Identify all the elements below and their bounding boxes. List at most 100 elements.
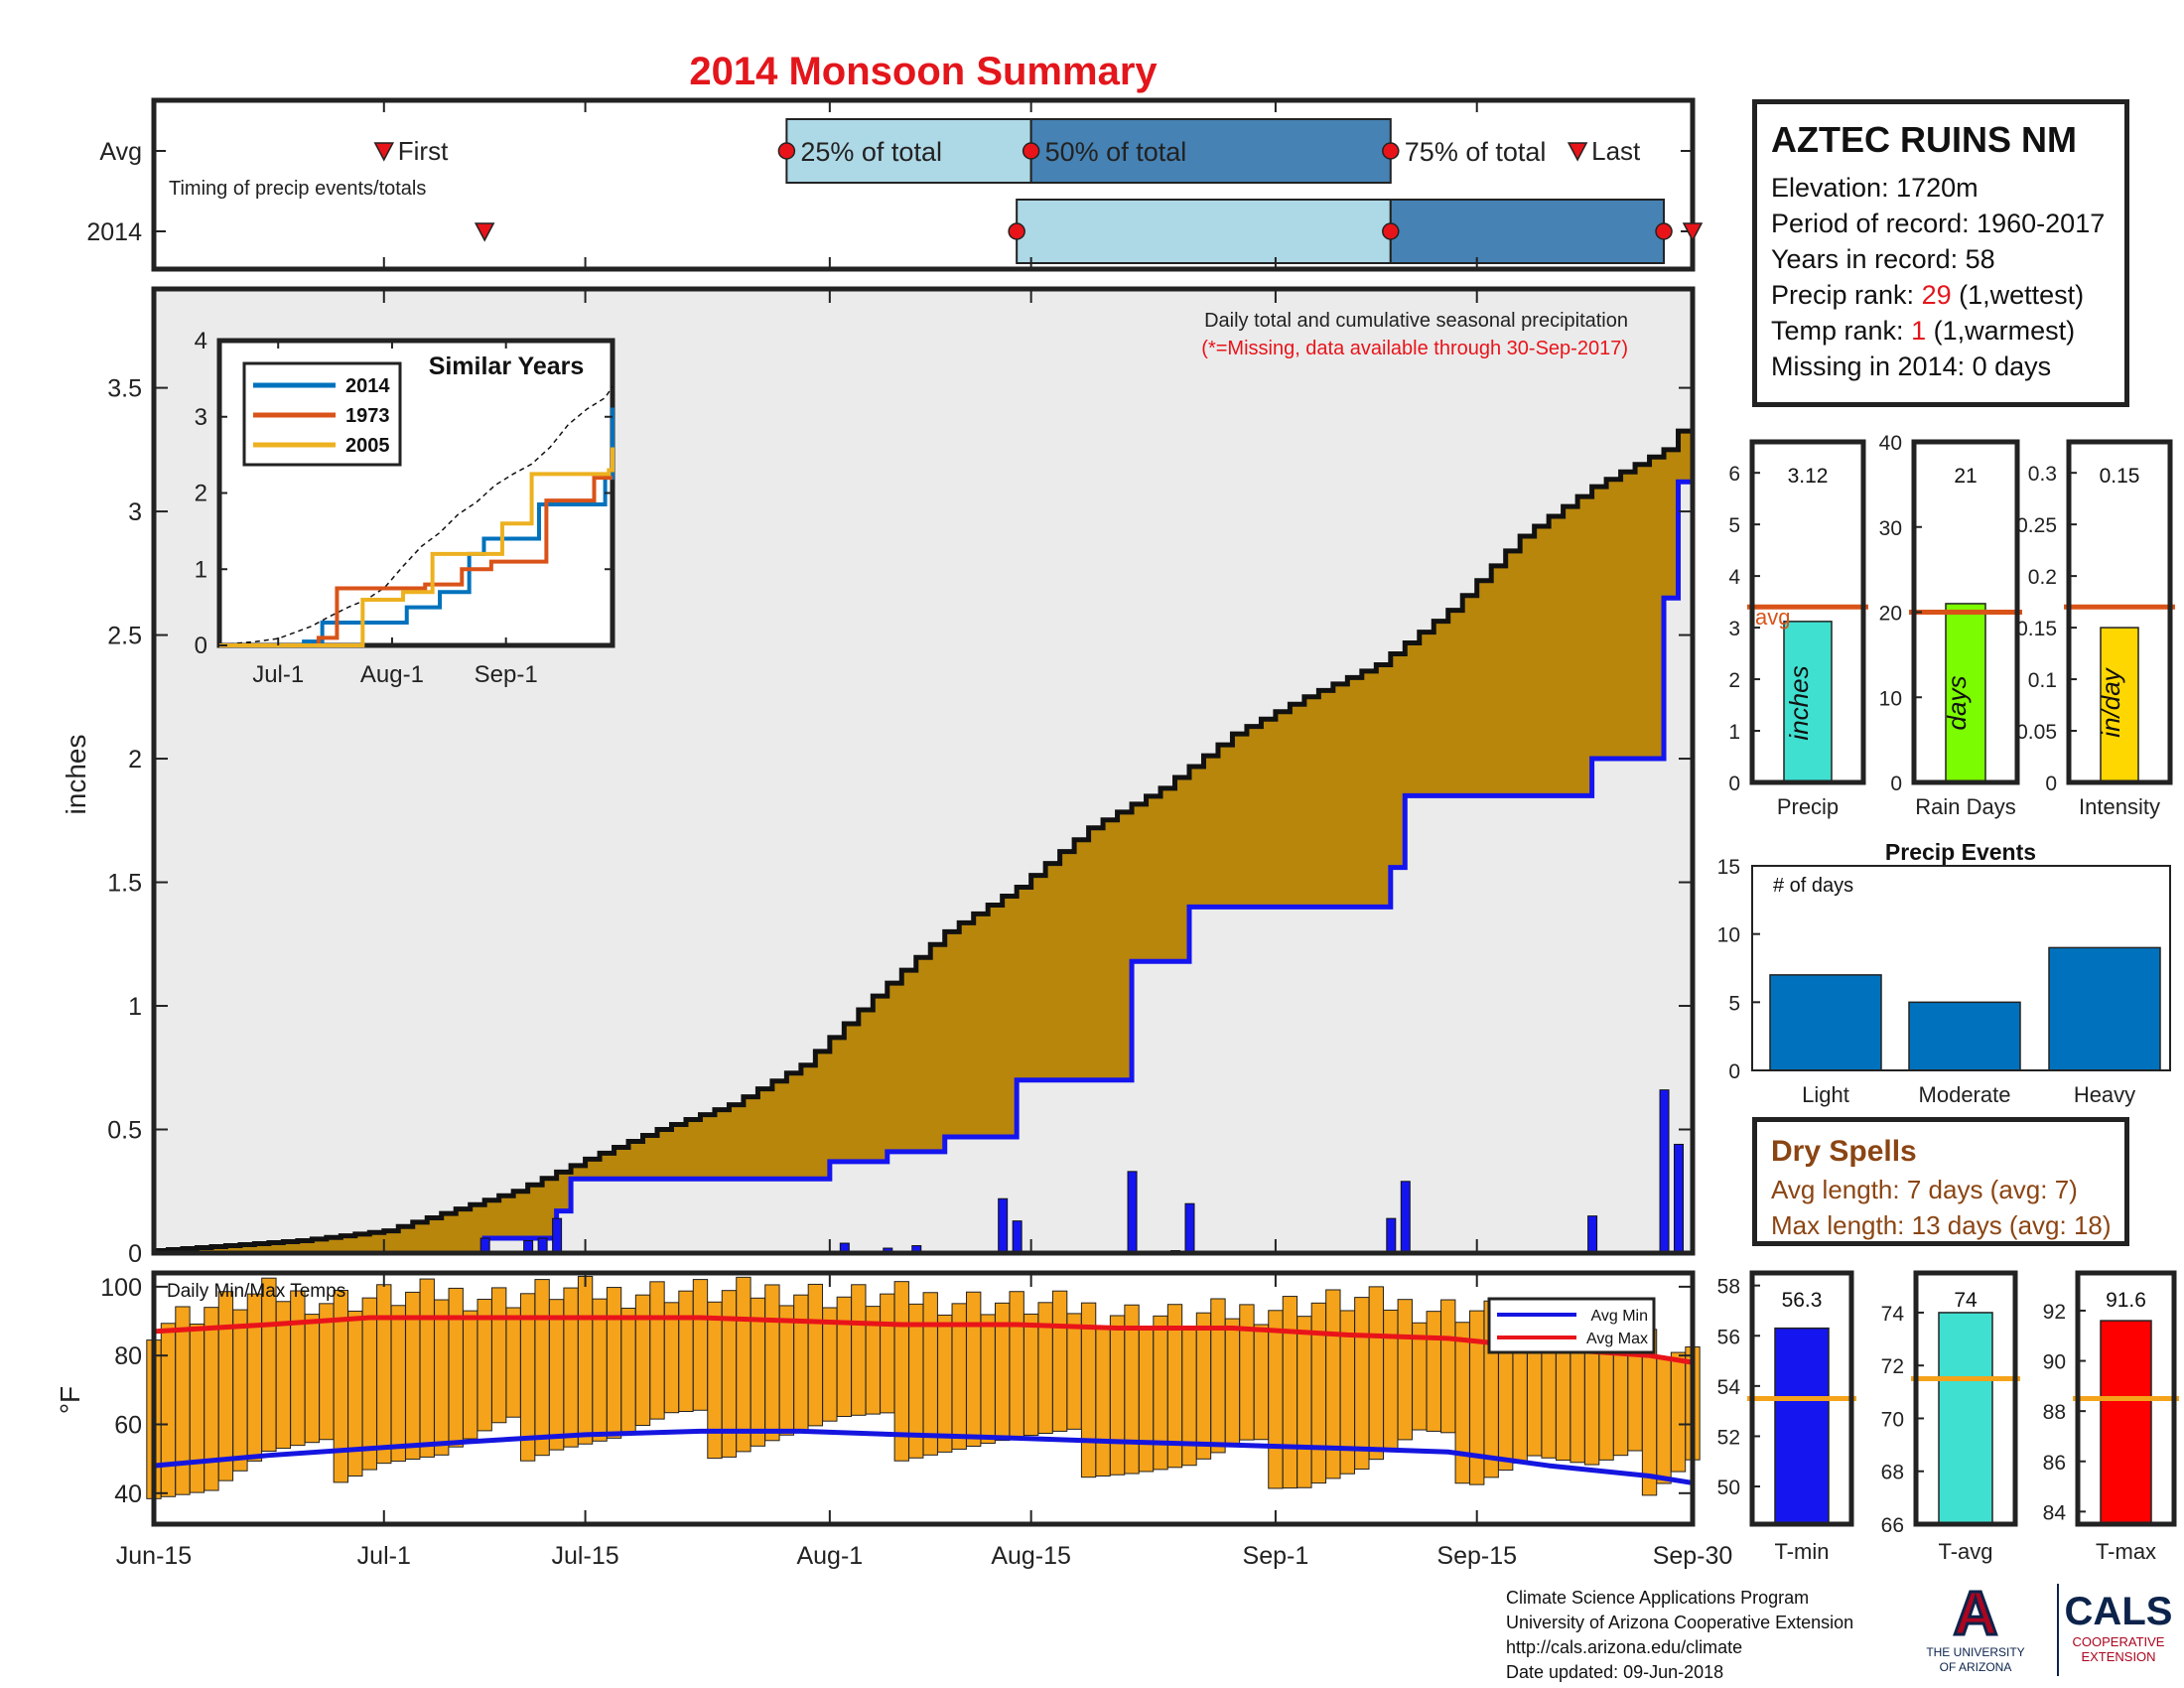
inset-ytick-label: 1: [195, 556, 207, 583]
stat-frame-precip: [1749, 439, 1866, 785]
precip-events-ytick-label: 0: [1728, 1060, 1740, 1083]
daily-precip-bar: [1674, 1143, 1685, 1254]
daily-temp-bar: [1310, 1302, 1327, 1484]
daily-temp-bar: [707, 1301, 723, 1460]
daily-temp-bar: [1037, 1302, 1053, 1435]
daily-temp-bar: [1023, 1313, 1039, 1437]
precip-events-bar: [2048, 946, 2161, 1071]
inset-ytick-label: 4: [195, 328, 207, 354]
daily-temp-bar: [1224, 1318, 1241, 1448]
temp-ytick-label: 80: [114, 1342, 142, 1370]
date-xtick-label: Jul-1: [357, 1542, 411, 1570]
precip-ytick-label: 1: [128, 993, 142, 1021]
timing-2014-quartile-marker: [1008, 222, 1025, 240]
daily-temp-bar: [160, 1323, 177, 1497]
temp-stat-frame-tavg: [1913, 1270, 2018, 1527]
stat-ytick-label: 0.15: [2016, 618, 2057, 640]
timing-note: Timing of precip events/totals: [169, 178, 426, 200]
cals-logo: CALS COOPERATIVE EXTENSION: [2057, 1584, 2173, 1676]
timing-avg-q25-q50-box: [785, 118, 1032, 184]
temp-legend-label: Avg Max: [1586, 1331, 1648, 1347]
stat-ytick-label: 0.2: [2028, 566, 2057, 589]
avg-cumulative-line: [151, 412, 1696, 1254]
timing-2014-first-marker: [474, 222, 495, 242]
inset-ytick-label: 0: [195, 633, 207, 659]
daily-temp-bar: [290, 1290, 306, 1447]
stat-ytick-label: 2: [1728, 669, 1740, 692]
timing-avg-q50-q75-box: [1029, 118, 1392, 184]
precip-rank-label: Precip rank:: [1771, 280, 1922, 310]
date-xtick-label: Jul-15: [552, 1542, 619, 1570]
precip-events-category-label: Light: [1802, 1082, 1849, 1107]
stat-ytick-label: 0: [1728, 773, 1740, 795]
daily-temp-bar: [1454, 1322, 1470, 1484]
stat-label-rain-days: Rain Days: [1915, 794, 2015, 819]
stat-ytick-label: 5: [1728, 514, 1740, 537]
timing-avg-quartile-marker: [777, 142, 796, 160]
temp-ytick-label: 40: [114, 1480, 142, 1508]
similar-years-avg-line: [218, 385, 614, 645]
daily-temp-bar: [505, 1307, 521, 1418]
daily-temp-bar: [851, 1284, 867, 1416]
daily-temp-bar: [1051, 1290, 1068, 1432]
daily-temp-bar: [1210, 1298, 1226, 1454]
stat-label-precip: Precip: [1777, 794, 1839, 819]
date-xtick-label: Sep-30: [1653, 1542, 1733, 1570]
daily-temp-bar: [634, 1294, 651, 1427]
daily-temp-bar: [807, 1283, 824, 1427]
daily-precip-bar: [1587, 1215, 1598, 1254]
stat-ytick-label: 0.3: [2028, 463, 2057, 486]
temp-stat-ytick-label: 84: [2043, 1501, 2067, 1524]
timing-25pct-label: 25% of total: [800, 137, 942, 167]
precip-missing-note: (*=Missing, data available through 30-Se…: [1201, 338, 1628, 359]
avg-min-line: [153, 1428, 1694, 1485]
temp-stat-ytick-label: 70: [1881, 1408, 1904, 1431]
precip-events-ytick-label: 5: [1728, 992, 1740, 1015]
daily-temp-bar: [778, 1305, 795, 1436]
timing-2014-q50-q75-box: [1389, 199, 1666, 264]
daily-temp-bar: [1138, 1327, 1155, 1473]
period-text: Period of record: 1960-2017: [1771, 209, 2106, 238]
stat-frame-intensity: [2066, 439, 2173, 785]
timing-panel: Avg 2014 Timing of precip events/totals Fir…: [86, 97, 1704, 272]
credits-date: Date updated: 09-Jun-2018: [1506, 1662, 1724, 1682]
precip-events-category-label: Heavy: [2074, 1082, 2135, 1107]
daily-temp-bar: [246, 1293, 263, 1462]
daily-temp-bar: [1297, 1316, 1312, 1488]
daily-temp-bar: [880, 1293, 895, 1414]
daily-temp-bar: [1282, 1296, 1298, 1489]
daily-temp-bar: [189, 1323, 205, 1493]
daily-precip-bar: [1127, 1171, 1138, 1254]
daily-temp-bar: [490, 1287, 507, 1424]
dry-spells-max-length: Max length: 13 days (avg: 18): [1771, 1210, 2112, 1240]
similar-years-inset: 0 1 2 3 4 Jul-1 Aug-1 Sep-1 Similar Years 2014 197…: [195, 328, 615, 688]
daily-temp-bar: [937, 1314, 953, 1453]
daily-temp-bar: [319, 1303, 335, 1441]
daily-temp-bar: [649, 1281, 665, 1420]
temp-stat-ytick-label: 54: [1717, 1376, 1741, 1399]
cals-logo-title: CALS: [2065, 1590, 2173, 1633]
precip-panel-note: Daily total and cumulative seasonal prec…: [1204, 310, 1628, 332]
stat-unit-intensity: in/day: [2096, 666, 2125, 737]
daily-temp-bar: [361, 1297, 377, 1471]
precip-events-ytick-label: 15: [1717, 856, 1740, 879]
timing-avg-quartile-marker: [1382, 142, 1400, 160]
stat-avg-label: avg: [1755, 605, 1790, 630]
temp-stat-label-tmax: T-max: [2096, 1539, 2156, 1564]
temp-legend-label: Avg Min: [1590, 1308, 1648, 1325]
temp-stat-ytick-label: 66: [1881, 1514, 1904, 1537]
precip-ytick-label: 0: [128, 1240, 142, 1268]
temp-stat-bar-tmax: [2100, 1320, 2152, 1525]
inset-ytick-label: 3: [195, 404, 207, 431]
daily-temp-bar: [592, 1298, 608, 1442]
stat-ytick-label: 0: [2045, 773, 2057, 795]
daily-temp-bar: [175, 1306, 191, 1495]
stat-ytick-label: 0: [1890, 773, 1902, 795]
daily-temp-bar: [376, 1284, 392, 1465]
cals-logo-line2: EXTENSION: [2081, 1649, 2155, 1664]
stat-ytick-label: 20: [1879, 603, 1902, 626]
daily-temp-bar: [1383, 1309, 1399, 1451]
inset-xtick-label: Jul-1: [252, 661, 304, 688]
timing-avg-first-marker: [373, 142, 395, 162]
daily-temp-bar: [1009, 1291, 1024, 1439]
